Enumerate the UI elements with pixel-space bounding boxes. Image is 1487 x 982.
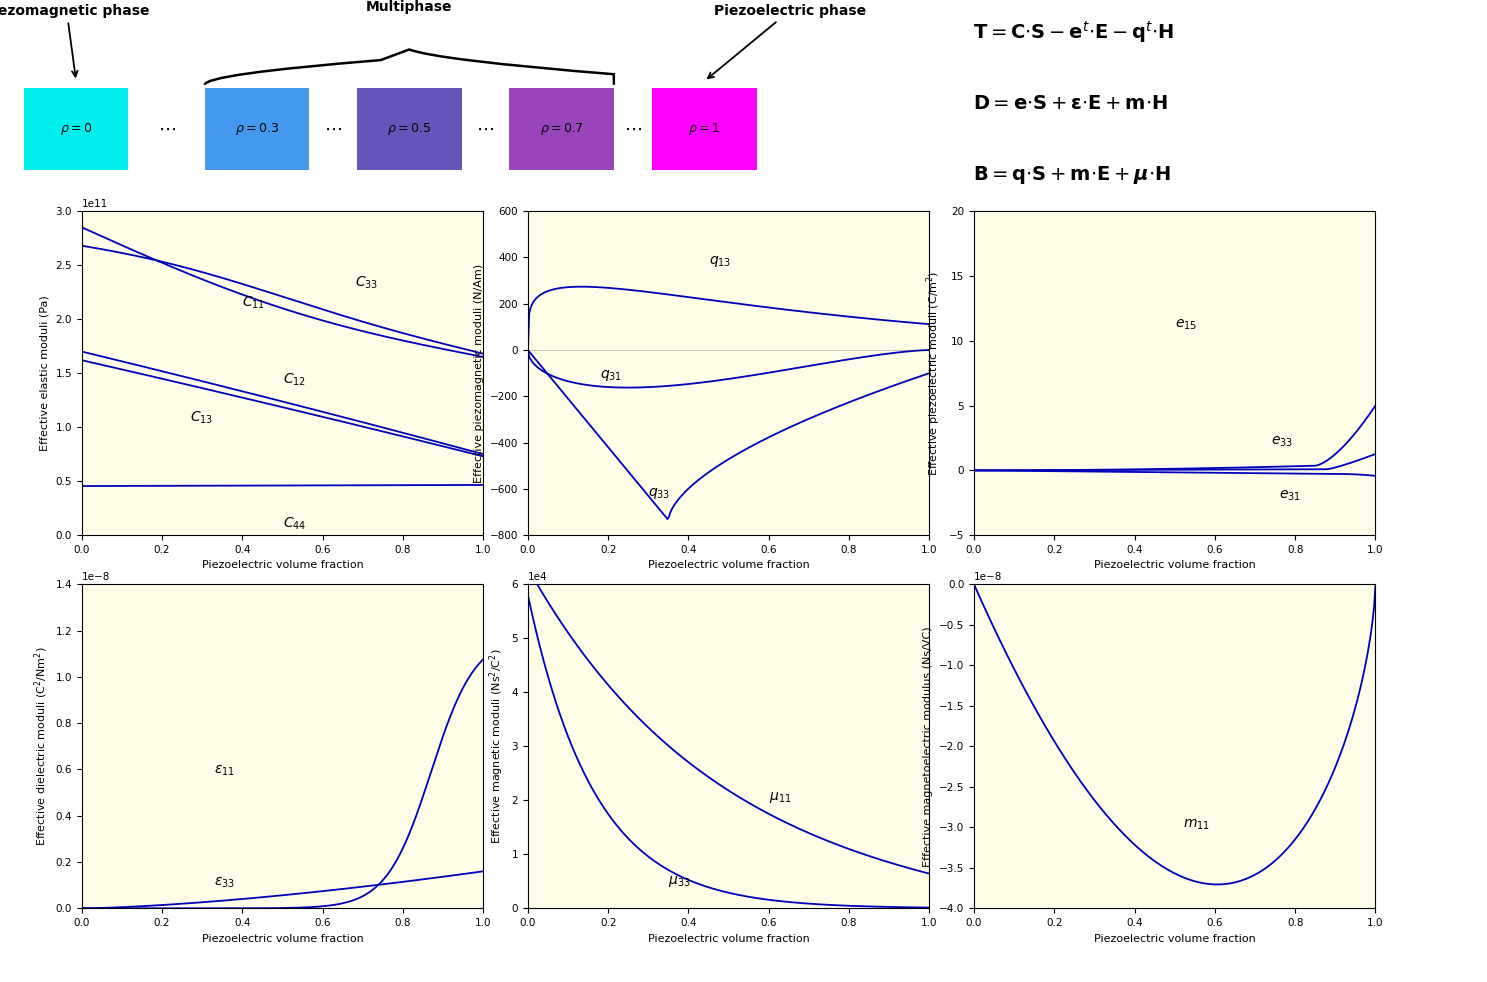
Text: $e_{31}$: $e_{31}$: [1279, 489, 1301, 504]
Text: $\cdots$: $\cdots$: [625, 120, 642, 138]
Text: $\cdots$: $\cdots$: [158, 120, 175, 138]
Text: $C_{33}$: $C_{33}$: [355, 275, 378, 291]
X-axis label: Piezoelectric volume fraction: Piezoelectric volume fraction: [648, 561, 809, 571]
Text: $\mathbf{D} = \mathbf{e}{\cdot}\mathbf{S} + \boldsymbol{\varepsilon}{\cdot}\math: $\mathbf{D} = \mathbf{e}{\cdot}\mathbf{S…: [972, 94, 1167, 113]
Text: $e_{33}$: $e_{33}$: [1271, 434, 1294, 449]
Text: Piezoelectric phase: Piezoelectric phase: [708, 4, 865, 79]
Text: Multiphase: Multiphase: [366, 0, 452, 14]
Text: $q_{13}$: $q_{13}$: [708, 254, 732, 269]
Text: $\rho=0$: $\rho=0$: [59, 121, 92, 137]
Text: $\mathbf{T} = \mathbf{C}{\cdot}\mathbf{S} - \mathbf{e}^t{\cdot}\mathbf{E} - \mat: $\mathbf{T} = \mathbf{C}{\cdot}\mathbf{S…: [972, 20, 1175, 45]
FancyBboxPatch shape: [509, 88, 614, 170]
Text: $\varepsilon_{11}$: $\varepsilon_{11}$: [214, 764, 235, 779]
FancyBboxPatch shape: [357, 88, 461, 170]
Text: $\rho=1$: $\rho=1$: [688, 121, 720, 137]
Text: $\mathbf{B} = \mathbf{q}{\cdot}\mathbf{S} + \mathbf{m}{\cdot}\mathbf{E} + \bolds: $\mathbf{B} = \mathbf{q}{\cdot}\mathbf{S…: [972, 164, 1170, 186]
Text: $\mu_{33}$: $\mu_{33}$: [669, 874, 691, 889]
Text: $\cdots$: $\cdots$: [324, 120, 342, 138]
Y-axis label: Effective dielectric moduli (C$^2$/Nm$^2$): Effective dielectric moduli (C$^2$/Nm$^2…: [33, 646, 51, 846]
Text: $\varepsilon_{33}$: $\varepsilon_{33}$: [214, 875, 235, 890]
Text: Piezomagnetic phase: Piezomagnetic phase: [0, 4, 150, 77]
Text: $C_{44}$: $C_{44}$: [283, 516, 306, 532]
Text: $\rho=0.3$: $\rho=0.3$: [235, 121, 280, 137]
Y-axis label: Effective magnetoelectric modulus (Ns/VC): Effective magnetoelectric modulus (Ns/VC…: [923, 626, 934, 867]
X-axis label: Piezoelectric volume fraction: Piezoelectric volume fraction: [648, 934, 809, 944]
Text: $e_{15}$: $e_{15}$: [1175, 318, 1197, 332]
FancyBboxPatch shape: [651, 88, 757, 170]
X-axis label: Piezoelectric volume fraction: Piezoelectric volume fraction: [1094, 561, 1255, 571]
Text: $\rho=0.7$: $\rho=0.7$: [540, 121, 583, 137]
X-axis label: Piezoelectric volume fraction: Piezoelectric volume fraction: [1094, 934, 1255, 944]
Text: $\cdots$: $\cdots$: [476, 120, 494, 138]
Y-axis label: Effective magnetic moduli (Ns$^2$/C$^2$): Effective magnetic moduli (Ns$^2$/C$^2$): [488, 648, 506, 845]
Text: $C_{13}$: $C_{13}$: [190, 409, 214, 426]
Text: $q_{31}$: $q_{31}$: [601, 368, 623, 383]
Text: $m_{11}$: $m_{11}$: [1182, 817, 1210, 832]
Text: $\rho=0.5$: $\rho=0.5$: [387, 121, 431, 137]
Y-axis label: Effective piezoelectric moduli (C/m$^2$): Effective piezoelectric moduli (C/m$^2$): [925, 270, 943, 476]
Text: $C_{12}$: $C_{12}$: [283, 372, 306, 388]
X-axis label: Piezoelectric volume fraction: Piezoelectric volume fraction: [202, 934, 363, 944]
Text: $C_{11}$: $C_{11}$: [242, 295, 266, 310]
Text: $\mu_{11}$: $\mu_{11}$: [769, 791, 791, 805]
Y-axis label: Effective piezomagnetic moduli (N/Am): Effective piezomagnetic moduli (N/Am): [474, 263, 485, 483]
Text: $q_{33}$: $q_{33}$: [648, 486, 671, 501]
FancyBboxPatch shape: [24, 88, 128, 170]
X-axis label: Piezoelectric volume fraction: Piezoelectric volume fraction: [202, 561, 363, 571]
Y-axis label: Effective elastic moduli (Pa): Effective elastic moduli (Pa): [40, 296, 51, 451]
FancyBboxPatch shape: [205, 88, 309, 170]
